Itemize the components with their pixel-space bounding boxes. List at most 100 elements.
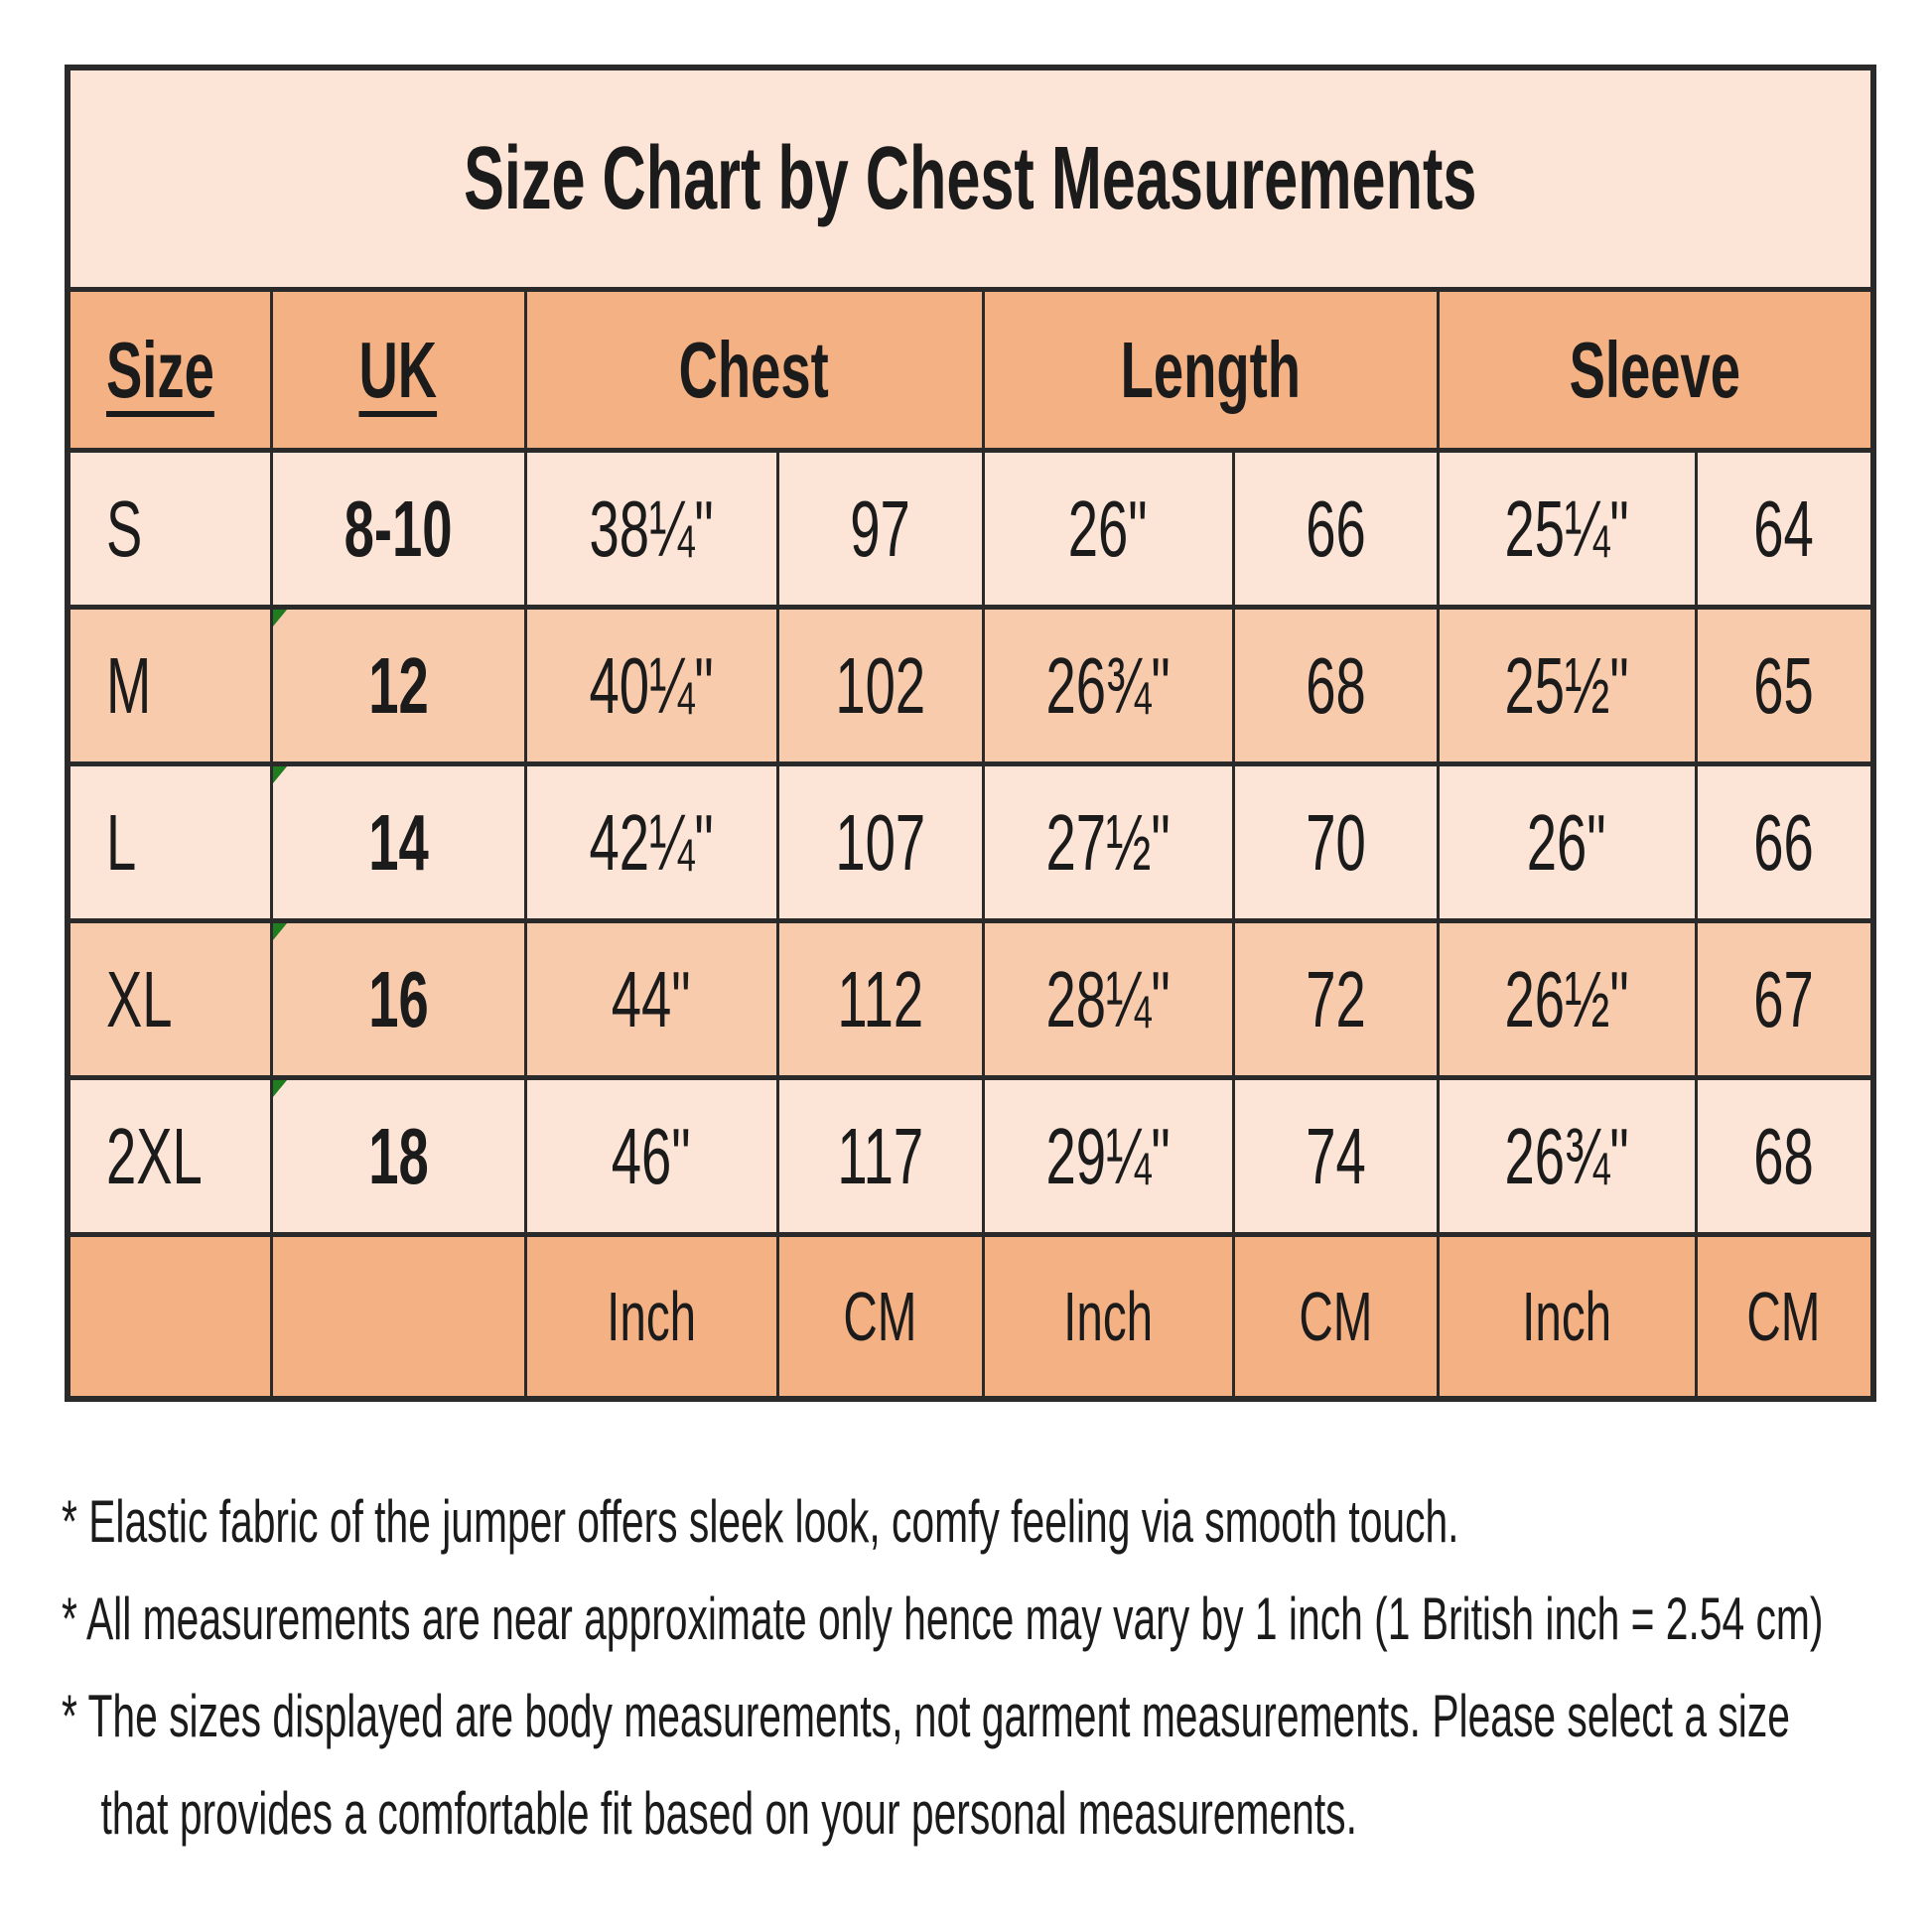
length-cm-cell: 68 — [1231, 605, 1440, 766]
chest-cm-cell: 97 — [775, 448, 985, 610]
chest-inch-cell: 46" — [523, 1075, 779, 1237]
uk-cell: 12 — [269, 605, 527, 766]
table-row-m: M 12 40¼" 102 26¾" 68 25½" 65 — [66, 605, 1875, 766]
cell-corner-marker-icon — [272, 610, 287, 626]
table-row-s: S 8-10 38¼" 97 26" 66 25¼" 64 — [66, 448, 1875, 610]
length-cm-cell: 70 — [1231, 761, 1440, 923]
sleeve-inch-cell: 26" — [1436, 761, 1698, 923]
chest-inch-value: 38¼" — [589, 483, 714, 573]
header-length-label: Length — [1120, 325, 1301, 414]
chest-inch-cell: 42¼" — [523, 761, 779, 923]
size-cell: 2XL — [66, 1075, 273, 1237]
chest-inch-value: 42¼" — [589, 797, 714, 887]
size-cell: XL — [66, 918, 273, 1080]
length-inch-unit-cell: Inch — [981, 1232, 1235, 1402]
length-cm-unit-cell: CM — [1231, 1232, 1440, 1402]
chest-inch-value: 44" — [612, 954, 691, 1043]
chest-inch-value: 40¼" — [589, 640, 714, 730]
length-cm-value: 66 — [1305, 483, 1366, 573]
footnotes: * Elastic fabric of the jumper offers sl… — [62, 1486, 1932, 1875]
sleeve-inch-cell: 25¼" — [1436, 448, 1698, 610]
uk-value: 8-10 — [344, 483, 453, 573]
cell-corner-marker-icon — [272, 766, 287, 783]
uk-cell: 18 — [269, 1075, 527, 1237]
sleeve-inch-value: 26" — [1527, 797, 1606, 887]
note-line: * Elastic fabric of the jumper offers sl… — [62, 1488, 1459, 1555]
chest-cm-value: 107 — [835, 797, 925, 887]
note-line: * The sizes displayed are body measureme… — [62, 1683, 1790, 1749]
size-cell: S — [66, 448, 273, 610]
length-inch-cell: 27½" — [981, 761, 1235, 923]
sleeve-inch-value: 26½" — [1504, 954, 1629, 1043]
length-inch-value: 29¼" — [1045, 1111, 1171, 1200]
chest-cm-value: 112 — [837, 954, 923, 1043]
size-value: S — [106, 483, 143, 573]
empty-cell — [66, 1232, 273, 1402]
sleeve-cm-cell: 66 — [1694, 761, 1875, 923]
chest-inch-unit-cell: Inch — [523, 1232, 779, 1402]
header-uk-label: UK — [358, 325, 438, 414]
header-size-label: Size — [106, 325, 214, 414]
sleeve-cm-value: 65 — [1753, 640, 1815, 730]
table-title-cell: Size Chart by Chest Measurements — [66, 65, 1875, 292]
uk-cell: 8-10 — [269, 448, 527, 610]
sleeve-cm-value: 66 — [1753, 797, 1815, 887]
length-cm-cell: 66 — [1231, 448, 1440, 610]
cm-unit-label: CM — [843, 1278, 917, 1355]
column-header-uk: UK — [269, 287, 527, 453]
uk-cell: 14 — [269, 761, 527, 923]
sleeve-cm-cell: 68 — [1694, 1075, 1875, 1237]
empty-cell — [269, 1232, 527, 1402]
sleeve-inch-value: 25¼" — [1504, 483, 1629, 573]
chest-cm-value: 97 — [850, 483, 910, 573]
table-row-xl: XL 16 44" 112 28¼" 72 26½" 67 — [66, 918, 1875, 1080]
column-header-row: Size UK Chest Length Sleeve — [66, 287, 1875, 453]
length-cm-cell: 72 — [1231, 918, 1440, 1080]
size-chart-table: Size Chart by Chest Measurements Size UK… — [65, 65, 1877, 1402]
sleeve-cm-cell: 65 — [1694, 605, 1875, 766]
table-row-2xl: 2XL 18 46" 117 29¼" 74 26¾" 68 — [66, 1075, 1875, 1237]
length-inch-cell: 29¼" — [981, 1075, 1235, 1237]
length-cm-value: 68 — [1305, 640, 1366, 730]
chest-cm-cell: 117 — [775, 1075, 985, 1237]
uk-value: 16 — [367, 954, 429, 1043]
chest-cm-value: 102 — [835, 640, 925, 730]
note-line: * All measurements are near approximate … — [62, 1586, 1824, 1652]
length-inch-value: 26¾" — [1045, 640, 1171, 730]
chest-cm-cell: 107 — [775, 761, 985, 923]
sleeve-inch-cell: 26½" — [1436, 918, 1698, 1080]
chest-cm-cell: 112 — [775, 918, 985, 1080]
column-header-size: Size — [66, 287, 273, 453]
page-title: Size Chart by Chest Measurements — [464, 128, 1477, 228]
size-value: M — [106, 640, 152, 730]
inch-unit-label: Inch — [607, 1278, 696, 1355]
table-row-l: L 14 42¼" 107 27½" 70 26" 66 — [66, 761, 1875, 923]
uk-value: 18 — [367, 1111, 429, 1200]
units-row: Inch CM Inch CM Inch CM — [66, 1232, 1875, 1402]
chest-inch-value: 46" — [612, 1111, 691, 1200]
chest-inch-cell: 44" — [523, 918, 779, 1080]
cm-unit-label: CM — [1746, 1278, 1821, 1355]
chest-cm-unit-cell: CM — [775, 1232, 985, 1402]
length-cm-value: 70 — [1305, 797, 1366, 887]
note-line-continuation: that provides a comfortable fit based on… — [100, 1780, 1357, 1847]
size-value: L — [106, 797, 137, 887]
inch-unit-label: Inch — [1063, 1278, 1153, 1355]
sleeve-cm-value: 68 — [1753, 1111, 1815, 1200]
cell-corner-marker-icon — [272, 1080, 287, 1097]
chest-inch-cell: 40¼" — [523, 605, 779, 766]
column-header-sleeve: Sleeve — [1436, 287, 1875, 453]
header-chest-label: Chest — [678, 325, 830, 414]
cell-corner-marker-icon — [272, 923, 287, 940]
sleeve-inch-unit-cell: Inch — [1436, 1232, 1698, 1402]
length-cm-cell: 74 — [1231, 1075, 1440, 1237]
sleeve-cm-cell: 64 — [1694, 448, 1875, 610]
length-inch-cell: 28¼" — [981, 918, 1235, 1080]
chest-cm-value: 117 — [837, 1111, 923, 1200]
length-inch-cell: 26¾" — [981, 605, 1235, 766]
column-header-chest: Chest — [523, 287, 985, 453]
size-cell: M — [66, 605, 273, 766]
length-inch-value: 27½" — [1045, 797, 1171, 887]
sleeve-inch-cell: 25½" — [1436, 605, 1698, 766]
